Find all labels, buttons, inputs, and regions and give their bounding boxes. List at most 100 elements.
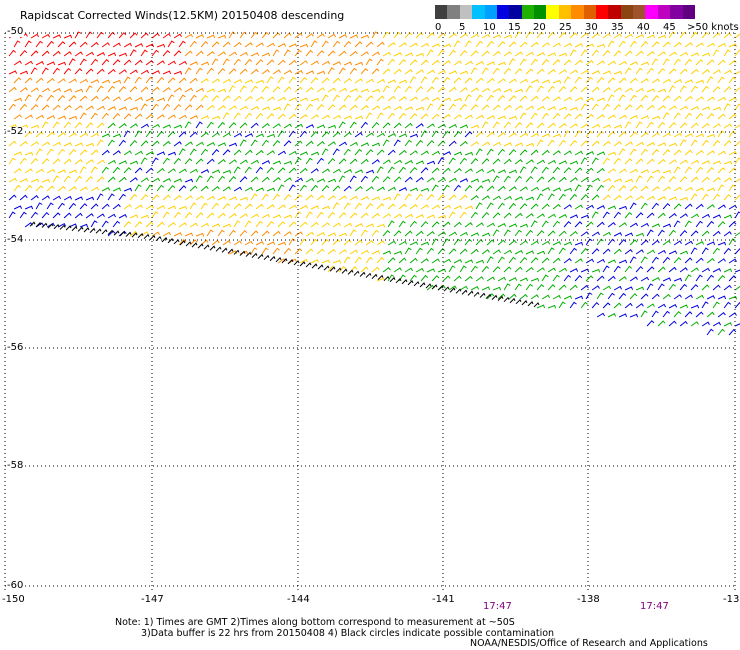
wind-barb [404,31,413,39]
wind-barb [651,169,661,174]
wind-barb [459,103,468,111]
wind-barb [321,131,330,138]
wind-barb [448,70,458,75]
wind-barb [431,150,441,156]
wind-barb [602,265,610,273]
wind-barb [475,114,485,120]
wind-barb [189,222,199,228]
wind-barb [266,59,275,66]
lat-label-56: -56 [6,342,25,353]
wind-barb [497,256,505,264]
wind-barb [404,247,412,255]
wind-barb [123,42,133,48]
wind-barb [657,34,667,39]
wind-barb [514,266,523,273]
wind-barb [420,76,428,84]
wind-barb [107,122,116,129]
wind-barb [151,140,160,147]
wind-barb [475,276,484,282]
wind-barb [112,166,121,174]
wind-barb [607,131,616,138]
wind-barb [244,133,254,138]
wind-barb [145,167,154,174]
wind-barb-edge [257,253,264,260]
wind-barb-edge [395,277,402,284]
wind-barb [365,149,374,156]
wind-barb [717,204,726,210]
wind-barb [585,167,594,174]
wind-barb [360,249,370,255]
wind-barb [217,51,226,57]
wind-barb [602,70,612,75]
wind-barb [651,239,660,246]
wind-barb [371,212,380,219]
wind-barb [57,61,67,66]
wind-barb [464,40,472,48]
wind-barb [684,220,692,228]
wind-barb [629,168,639,174]
wind-barb [211,169,221,174]
wind-barb [690,139,698,147]
wind-barb [497,115,507,120]
wind-barb [525,31,533,39]
wind-barb [585,76,594,84]
wind-barb [112,150,121,156]
wind-barb [244,220,252,228]
wind-barb [52,50,61,57]
wind-barb [706,59,715,66]
wind-barb [250,213,260,219]
wind-barb [217,175,226,183]
wind-barb [734,248,740,255]
wind-barb [151,231,160,237]
wind-barb-edge [503,296,510,303]
wind-barb [283,247,292,255]
wind-barb [151,103,159,111]
wind-barb [679,229,688,237]
wind-barb [646,212,655,219]
credit-line: NOAA/NESDIS/Office of Research and Appli… [470,638,708,649]
wind-barb-edge [407,280,414,286]
wind-barb [211,58,219,66]
wind-barb [118,32,127,39]
wind-barb [46,115,56,120]
wind-barb [200,239,209,246]
wind-barb [547,159,557,165]
legend-swatch [534,5,547,19]
wind-barb [200,148,209,156]
wind-barb [558,301,566,309]
wind-barb [107,31,116,39]
wind-barb [266,166,275,174]
wind-barb [338,249,347,255]
wind-barb [503,175,511,183]
wind-barb [349,249,358,255]
wind-barb [145,221,154,228]
wind-barb [409,274,417,282]
wind-barb [607,205,617,210]
wind-barb [41,104,50,111]
wind-barb [651,132,660,138]
wind-barb [497,61,507,66]
wind-barb [701,31,710,39]
wind-barb [310,259,320,264]
wind-barb [90,58,99,66]
wind-barb [79,78,89,84]
wind-barb [624,286,634,291]
wind-barb [376,58,384,66]
wind-barb [541,166,549,174]
wind-barb [129,49,137,57]
wind-barb [387,166,395,174]
wind-barb [261,85,270,93]
wind-barb [453,259,463,264]
wind-barb [233,203,242,210]
wind-barb [299,167,308,174]
wind-speed-legend: 0 5 10 15 20 25 30 35 40 45 >50 knots [435,5,739,35]
wind-barb [162,157,170,165]
wind-barb [453,275,462,282]
wind-barb [19,140,28,147]
wind-barb [63,121,72,129]
wind-barb [585,292,593,300]
wind-barb [184,211,193,219]
wind-barb [371,266,380,273]
wind-barb [497,239,506,246]
wind-barb [233,220,241,228]
